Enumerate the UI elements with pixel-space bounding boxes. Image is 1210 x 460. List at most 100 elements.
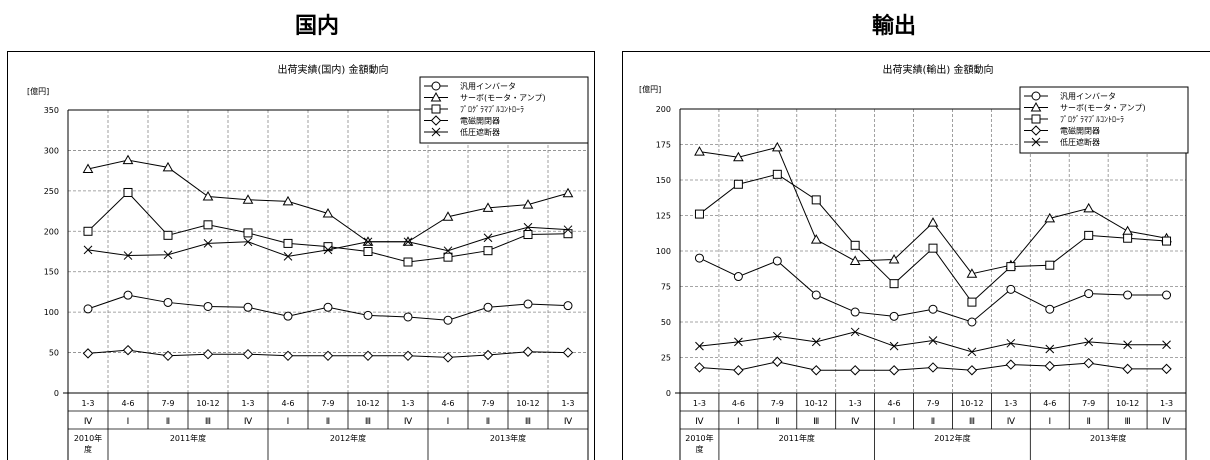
y-tick-label: 150 — [44, 268, 59, 277]
chart-panel-domestic: 出荷実績(国内) 金額動向 [億円] 0 50 100 150 200 250 300 350 1-… — [7, 51, 595, 460]
data-point-triangle — [162, 161, 174, 172]
x-tick-label-month: 1-3 — [849, 399, 862, 408]
data-point-x — [83, 245, 93, 255]
series-line-square — [699, 173, 1167, 303]
y-tick-label: 0 — [666, 389, 671, 398]
x-tick-label-month: 4-6 — [1043, 399, 1056, 408]
x-tick-label-month: 4-6 — [888, 399, 901, 408]
data-point-triangle — [849, 255, 861, 265]
data-point-circle — [1006, 284, 1016, 294]
data-point-x — [772, 331, 782, 341]
x-tick-label-month: 10-12 — [356, 399, 379, 408]
data-point-x-stroke-b — [772, 331, 782, 341]
x-tick-label-quarter: Ⅲ — [365, 417, 371, 427]
y-axis-unit-label: [億円] — [639, 84, 661, 94]
data-point-circle — [811, 290, 821, 300]
data-point-triangle — [202, 190, 214, 201]
data-point-diamond — [927, 362, 939, 373]
y-tick-label: 250 — [44, 187, 59, 196]
data-point-circle — [483, 302, 493, 312]
data-point-diamond — [888, 365, 900, 376]
data-point-triangle — [122, 154, 134, 165]
data-point-diamond — [849, 365, 861, 376]
data-point-circle — [403, 312, 413, 322]
data-point-triangle — [810, 234, 822, 244]
data-point-square — [1123, 233, 1133, 243]
data-point-circle — [443, 315, 453, 325]
chart-export: 出荷実績(輸出) 金額動向 [億円] 0 25 50 75 100 125 150 175 200 1… — [639, 63, 1189, 460]
data-point-square — [403, 257, 413, 267]
year-group-label: 2011年度 — [779, 433, 815, 443]
data-point-square — [83, 226, 93, 236]
data-point-triangle — [927, 217, 939, 227]
y-tick-label: 100 — [44, 308, 59, 317]
y-tick-label: 175 — [656, 141, 671, 150]
data-point-x — [523, 222, 533, 232]
legend-marker-x-stroke-b — [431, 127, 441, 137]
x-tick-label-quarter: Ⅰ — [737, 417, 740, 427]
data-point-x-stroke-b — [163, 250, 173, 260]
data-point-x-stroke-b — [83, 245, 93, 255]
legend-label: 電磁開閉器 — [460, 116, 500, 126]
data-point-circle — [772, 256, 782, 266]
data-point-x — [483, 233, 493, 243]
x-tick-label-month: 4-6 — [732, 399, 745, 408]
data-point-x-stroke-b — [403, 237, 413, 247]
data-point-x — [123, 251, 133, 260]
x-tick-label-month: 7-9 — [771, 399, 784, 408]
data-point-x — [323, 245, 333, 255]
data-point-diamond — [1044, 360, 1055, 372]
data-point-x-stroke-b — [523, 222, 533, 232]
data-point-x-stroke-b — [734, 337, 743, 347]
series-line-square — [87, 191, 569, 263]
x-tick-label-month: 1-3 — [693, 399, 706, 408]
data-point-x-stroke-b — [1162, 340, 1171, 350]
data-point-diamond — [1083, 357, 1094, 369]
x-tick-label-month: 10-12 — [805, 399, 828, 408]
data-point-square — [163, 230, 173, 240]
x-tick-label-quarter: Ⅳ — [404, 417, 413, 427]
data-point-x-stroke-b — [123, 251, 133, 260]
data-point-triangle — [442, 211, 454, 221]
data-point-triangle — [1083, 202, 1095, 213]
data-point-diamond — [1005, 359, 1017, 370]
data-point-circle — [928, 304, 938, 314]
x-tick-label-quarter: Ⅲ — [1125, 417, 1131, 427]
x-tick-label-quarter: Ⅱ — [775, 417, 779, 427]
x-tick-label-month: 10-12 — [196, 399, 219, 408]
data-point-triangle — [82, 163, 94, 174]
data-point-square — [928, 243, 938, 253]
y-tick-label: 75 — [661, 283, 671, 292]
chart-domestic: 出荷実績(国内) 金額動向 [億円] 0 50 100 150 200 250 300 350 1-… — [27, 63, 589, 460]
data-point-square — [889, 279, 899, 289]
data-point-x-stroke-b — [1123, 340, 1132, 350]
data-point-circle — [1084, 289, 1094, 299]
data-point-triangle — [322, 207, 334, 218]
legend-label: 低圧遮断器 — [1060, 137, 1100, 147]
x-tick-label-quarter: Ⅳ — [244, 417, 253, 427]
data-point-x-stroke-b — [928, 336, 938, 345]
x-tick-label-quarter: Ⅲ — [813, 417, 819, 427]
data-point-x-stroke-b — [1084, 337, 1094, 347]
x-tick-label-quarter: Ⅱ — [1086, 417, 1090, 427]
data-point-circle — [1123, 290, 1133, 300]
data-point-square — [1006, 262, 1016, 272]
legend-marker-circle — [431, 81, 441, 91]
data-point-x — [850, 327, 860, 337]
x-tick-label-quarter: Ⅲ — [205, 417, 211, 427]
series-line-triangle — [699, 146, 1167, 275]
chart-title: 出荷実績(国内) 金額動向 — [278, 63, 389, 76]
x-tick-label-month: 7-9 — [926, 399, 939, 408]
data-point-diamond — [242, 348, 254, 360]
data-point-circle — [563, 301, 573, 311]
data-point-triangle — [966, 268, 978, 278]
data-point-diamond — [811, 365, 822, 376]
data-point-square — [203, 220, 213, 230]
data-point-diamond — [733, 365, 744, 376]
x-tick-label-quarter: Ⅳ — [851, 417, 860, 427]
data-point-square — [123, 187, 133, 197]
data-point-x-stroke-b — [483, 233, 493, 243]
data-point-triangle — [1044, 212, 1056, 223]
data-point-x — [889, 341, 899, 351]
data-point-diamond — [162, 350, 174, 362]
